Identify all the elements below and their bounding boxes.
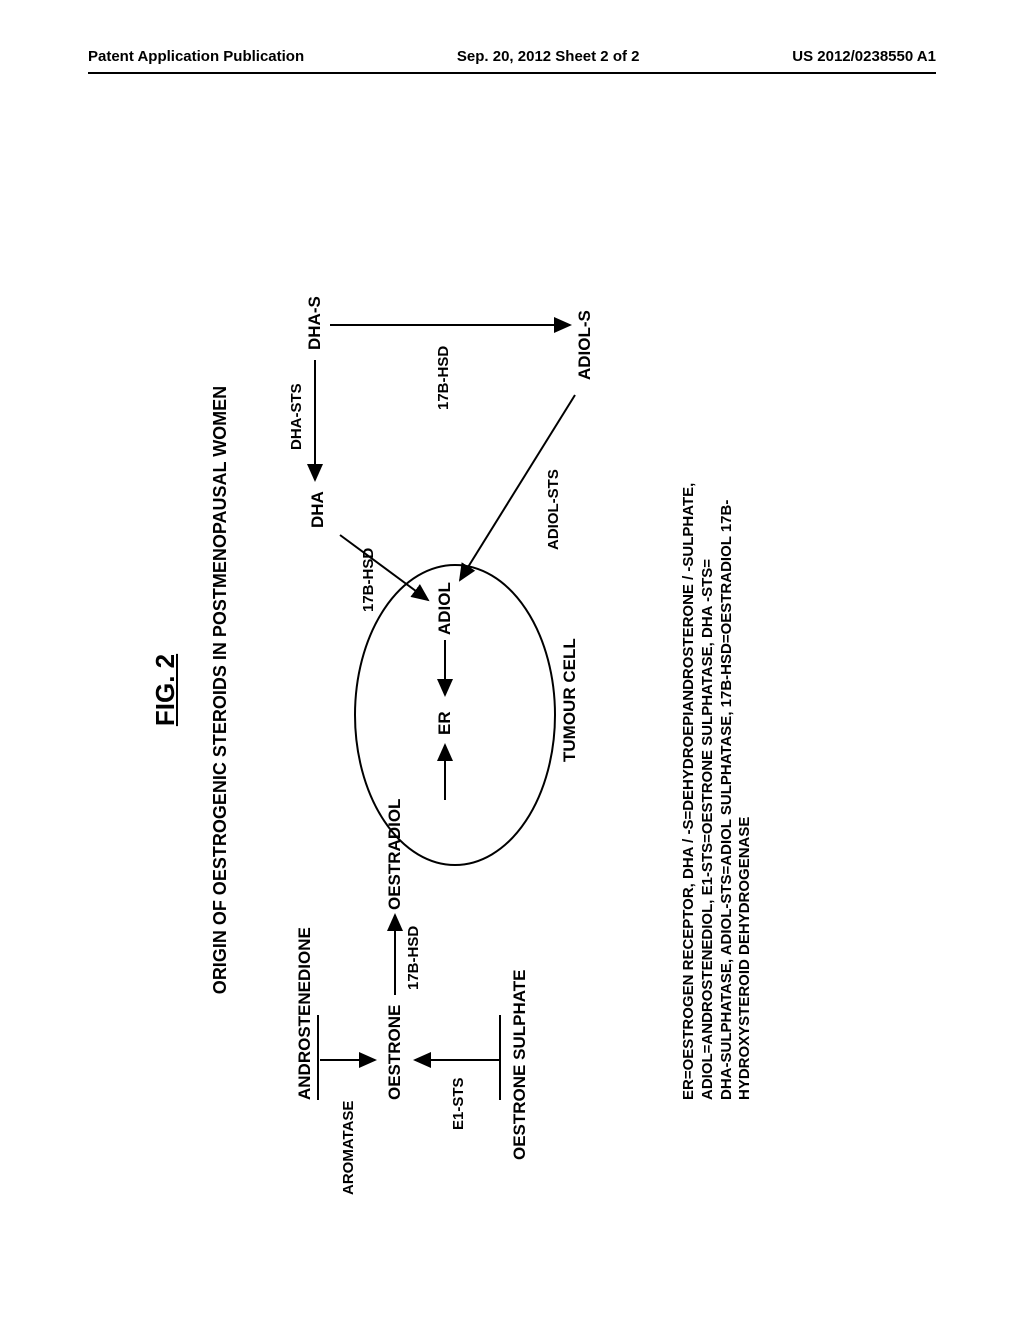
header-right: US 2012/0238550 A1: [792, 48, 936, 65]
node-oestrone: OESTRONE: [385, 1005, 405, 1100]
enzyme-dhasts: DHA-STS: [288, 383, 305, 450]
page-header: Patent Application Publication Sep. 20, …: [0, 48, 1024, 65]
enzyme-aromatase: AROMATASE: [340, 1101, 357, 1195]
enzyme-17bhsd-dha-adiol: 17B-HSD: [360, 548, 377, 612]
enzyme-17bhsd-dhas-adiols: 17B-HSD: [435, 346, 452, 410]
enzyme-adiolsts: ADIOL-STS: [545, 469, 562, 550]
node-tumourcell: TUMOUR CELL: [560, 638, 580, 762]
legend-line-3: DHA-SULPHATASE, ADIOL-STS=ADIOL SULPHATA…: [718, 483, 737, 1100]
header-rule: [88, 72, 936, 74]
enzyme-e1sts: E1-STS: [450, 1077, 467, 1130]
node-oestradiol: OESTRADIOL: [385, 799, 405, 910]
legend-line-1: ER=OESTROGEN RECEPTOR, DHA / -S=DEHYDROE…: [680, 483, 699, 1100]
node-dhas: DHA-S: [305, 296, 325, 350]
legend-block: ER=OESTROGEN RECEPTOR, DHA / -S=DEHYDROE…: [680, 483, 755, 1100]
node-oestronesulphate: OESTRONE SULPHATE: [510, 970, 530, 1160]
node-er: ER: [435, 711, 455, 735]
legend-line-2: ADIOL=ANDROSTENEDIOL, E1-STS=OESTRONE SU…: [699, 483, 718, 1100]
header-left: Patent Application Publication: [88, 48, 304, 65]
node-androstenedione: ANDROSTENEDIONE: [295, 927, 315, 1100]
enzyme-17bhsd-left: 17B-HSD: [405, 926, 422, 990]
legend-line-4: HYDROXYSTEROID DEHYDROGENASE: [736, 483, 755, 1100]
header-center: Sep. 20, 2012 Sheet 2 of 2: [457, 48, 640, 65]
node-adiols: ADIOL-S: [575, 310, 595, 380]
node-adiol: ADIOL: [435, 582, 455, 635]
node-dha: DHA: [308, 491, 328, 528]
figure: FIG. 2 ORIGIN OF OESTROGENIC STEROIDS IN…: [150, 240, 850, 1140]
